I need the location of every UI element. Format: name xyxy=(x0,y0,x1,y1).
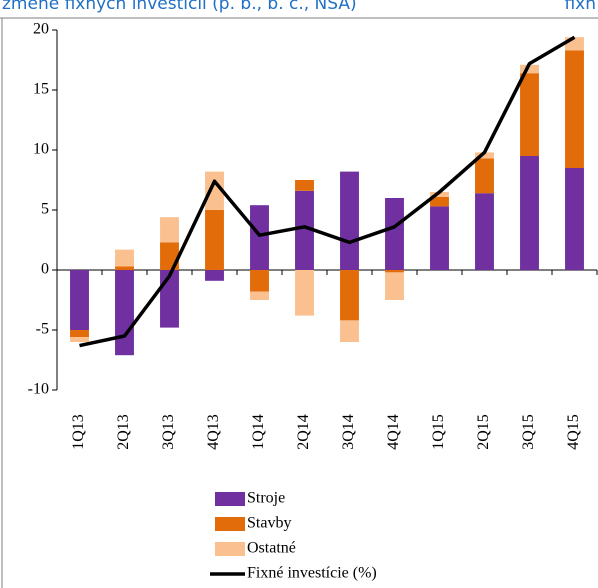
bar-segment xyxy=(475,158,494,194)
bar-segment xyxy=(295,190,314,270)
bar-segment xyxy=(385,198,404,270)
bar-segment xyxy=(295,270,314,316)
bar-segment xyxy=(385,272,404,300)
x-tick-label: 3Q14 xyxy=(340,414,357,450)
bar-segment xyxy=(70,337,89,342)
bar-segment xyxy=(430,206,449,270)
x-tick-label: 2Q14 xyxy=(295,414,312,450)
x-tick-label: 4Q13 xyxy=(205,414,222,450)
bar-segment xyxy=(205,171,224,210)
x-tick-label: 4Q15 xyxy=(565,414,582,450)
x-tick-label: 2Q15 xyxy=(475,414,492,450)
bar-segment xyxy=(475,193,494,270)
legend-swatch xyxy=(215,492,245,506)
legend-label: Stroje xyxy=(247,490,285,507)
bar-segment xyxy=(160,217,179,243)
bar-segment xyxy=(250,291,269,300)
bar-segment xyxy=(205,210,224,270)
y-tick-label: -5 xyxy=(36,321,49,338)
y-tick-label: 20 xyxy=(33,21,49,38)
header-right: fixn xyxy=(564,0,596,14)
line xyxy=(79,35,576,348)
bar-segment xyxy=(70,330,89,338)
bar-segment xyxy=(520,73,539,156)
bar-segment xyxy=(115,270,134,356)
bar-segment xyxy=(340,171,359,270)
legend-swatch xyxy=(215,517,245,531)
y-tick-label: 5 xyxy=(41,201,49,218)
y-tick-label: 10 xyxy=(33,141,49,158)
header-left: zmene fixných investícií (p. b., b. c., … xyxy=(2,0,357,14)
bar-segment xyxy=(565,50,584,168)
bar-segment xyxy=(250,205,269,270)
bar-segment xyxy=(430,192,449,197)
bar-segment xyxy=(340,320,359,342)
x-tick-label: 3Q15 xyxy=(520,414,537,450)
bar-segment xyxy=(340,270,359,321)
x-tick-label: 2Q13 xyxy=(115,414,132,450)
legend-label: Stavby xyxy=(247,515,291,532)
y-tick-label: 0 xyxy=(41,261,49,278)
bar-segment xyxy=(565,168,584,270)
bar-segment xyxy=(250,270,269,292)
bar-segment xyxy=(205,270,224,281)
bar-segment xyxy=(430,196,449,207)
bar-segment xyxy=(115,249,134,267)
legend-label: Ostatné xyxy=(247,540,296,557)
bar-segment xyxy=(295,180,314,191)
x-tick-label: 3Q13 xyxy=(160,414,177,450)
x-tick-label: 1Q14 xyxy=(250,414,267,450)
x-tick-label: 1Q15 xyxy=(430,414,447,450)
bar-segment xyxy=(475,152,494,159)
legend-label: Fixné investície (%) xyxy=(247,565,377,582)
bar-segment xyxy=(70,270,89,330)
x-tick-label: 1Q13 xyxy=(70,414,87,450)
x-tick-label: 4Q14 xyxy=(385,414,402,450)
bar-segment xyxy=(385,270,404,273)
bar-segment xyxy=(520,156,539,270)
y-tick-label: 15 xyxy=(33,81,49,98)
y-tick-label: -10 xyxy=(28,381,49,398)
legend-swatch xyxy=(215,542,245,556)
bar-segment xyxy=(520,64,539,74)
bar-segment xyxy=(115,266,134,270)
